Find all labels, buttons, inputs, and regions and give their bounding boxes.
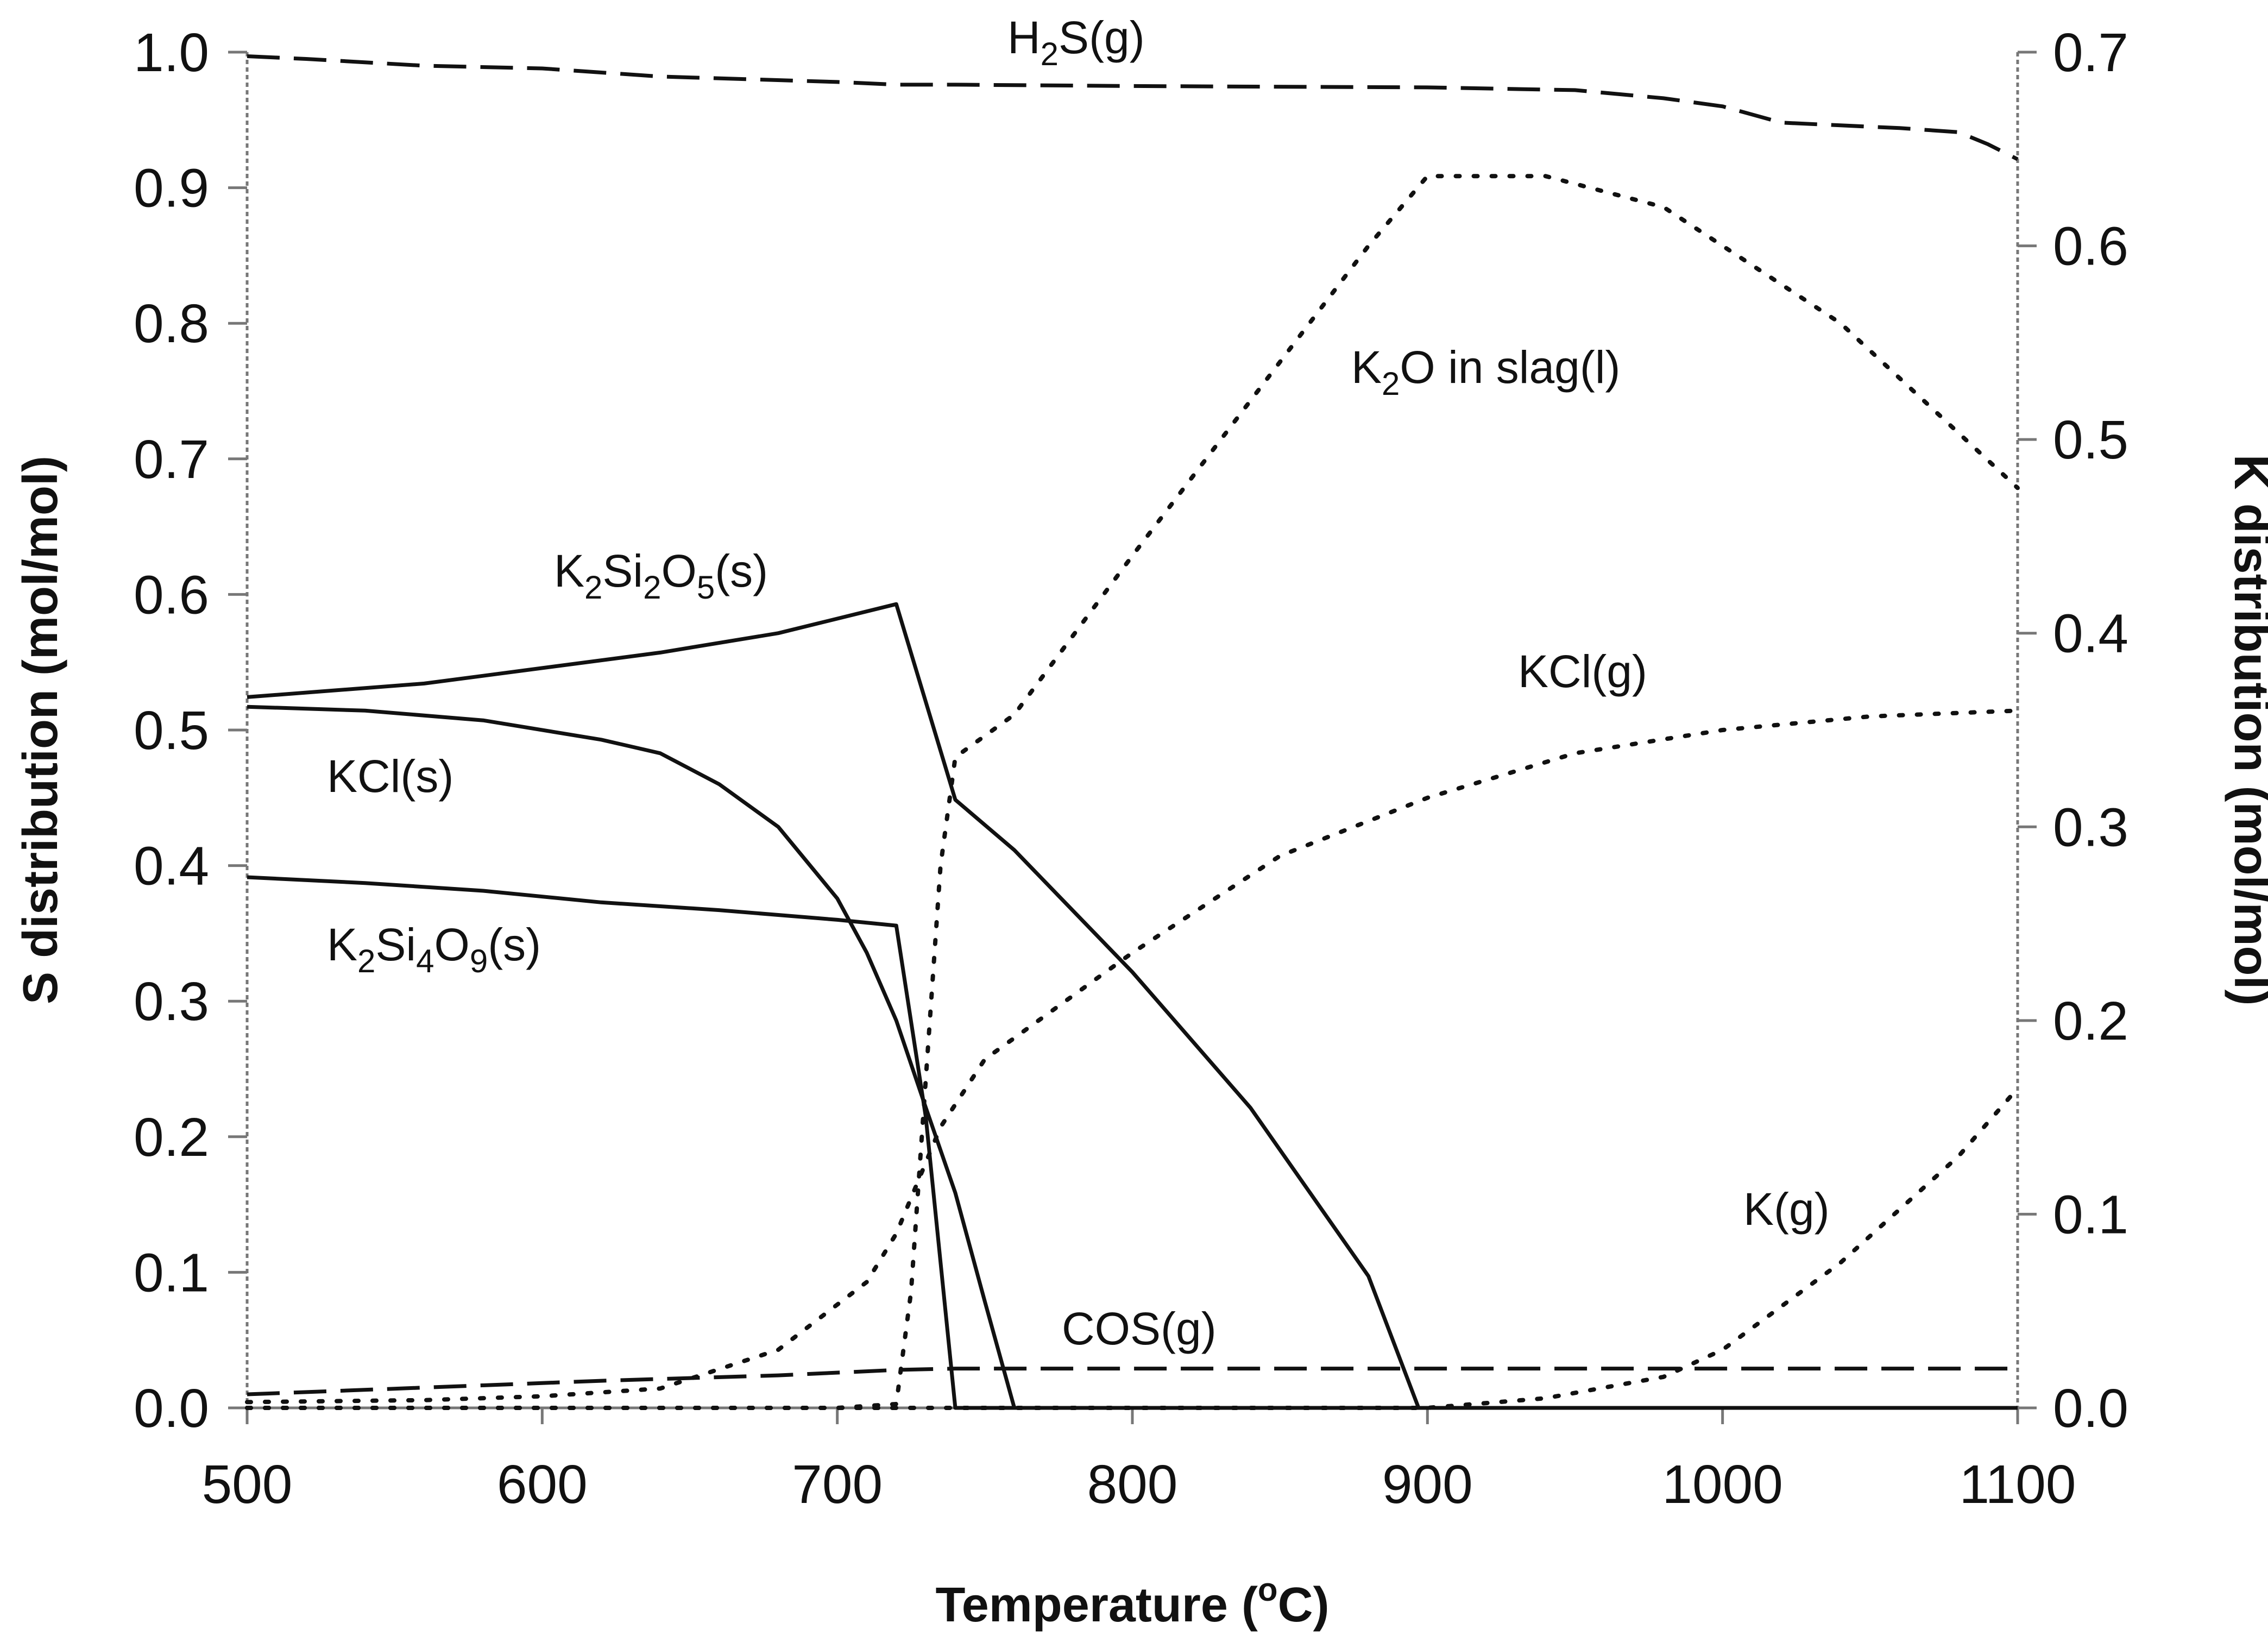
y-left-tick-label: 0.5 <box>134 700 209 761</box>
label-text: Si <box>375 919 416 970</box>
y-right-tick-label: 0.1 <box>2053 1184 2128 1245</box>
series-line-2 <box>247 602 2018 1410</box>
label-text: S(g) <box>1059 12 1145 63</box>
label-text: KCl(s) <box>327 751 453 802</box>
y-right-tick-label: 0.2 <box>2053 991 2128 1052</box>
y-right-axis-title: K distribution (mol/mol) <box>2224 455 2268 1006</box>
series-label: K2O in slag(l) <box>1351 342 1621 402</box>
y-left-tick-label: 0.1 <box>134 1242 209 1303</box>
label-subscript: 9 <box>470 943 488 979</box>
y-left-tick-label: 0.2 <box>134 1107 209 1168</box>
label-subscript: 2 <box>584 569 602 606</box>
series-label: COS(g) <box>1062 1303 1217 1354</box>
series-line-3 <box>247 704 2018 1410</box>
label-text: H <box>1007 12 1041 63</box>
series-label: K2Si4O9(s) <box>327 919 541 979</box>
y-left-tick-label: 0.3 <box>134 971 209 1032</box>
label-text: O in slag(l) <box>1400 342 1620 393</box>
degree-superscript: o <box>1258 1571 1278 1608</box>
y-right-tick-label: 0.4 <box>2053 603 2128 664</box>
y-left-tick-label: 0.4 <box>134 836 209 897</box>
label-subscript: 2 <box>357 943 375 979</box>
y-left-tick-label: 1.0 <box>134 22 209 83</box>
y-right-tick-label: 0.6 <box>2053 216 2128 277</box>
x-tick-label: 1100 <box>1959 1454 2076 1515</box>
x-axis-title: Temperature (oC) <box>935 1571 1329 1632</box>
y-left-tick-label: 0.8 <box>134 293 209 354</box>
series-layer <box>245 54 2020 1410</box>
label-subscript: 4 <box>416 943 434 979</box>
label-subscript: 2 <box>643 569 661 606</box>
y-right-tick-label: 0.5 <box>2053 410 2128 470</box>
label-subscript: 5 <box>697 569 715 606</box>
series-label: K2Si2O5(s) <box>554 545 768 606</box>
x-tick-label: 500 <box>202 1454 293 1515</box>
x-tick-label: 800 <box>1087 1454 1178 1515</box>
series-line-5 <box>245 174 2020 1410</box>
label-text: O <box>661 545 696 596</box>
label-subscript: 2 <box>1041 36 1059 72</box>
y-left-tick-label: 0.7 <box>134 429 209 490</box>
x-tick-label: 600 <box>497 1454 588 1515</box>
label-subscript: 2 <box>1382 366 1400 402</box>
y-left-tick-label: 0.0 <box>134 1378 209 1439</box>
series-label: KCl(g) <box>1518 646 1647 697</box>
x-tick-label: 900 <box>1382 1454 1473 1515</box>
series-line-7 <box>245 1086 2020 1410</box>
series-line-1 <box>247 1367 2018 1396</box>
y-right-tick-label: 0.3 <box>2053 797 2128 858</box>
series-label: K(g) <box>1743 1184 1830 1235</box>
y-left-axis-title: S distribution (mol/mol) <box>14 456 68 1004</box>
series-label: KCl(s) <box>327 751 453 802</box>
x-tick-label: 700 <box>792 1454 883 1515</box>
series-line-4 <box>247 875 2018 1410</box>
label-text: K <box>1351 342 1382 393</box>
x-tick-label: 1000 <box>1662 1454 1782 1515</box>
labels-layer: H2S(g)COS(g)K2Si2O5(s)KCl(s)K2Si4O9(s)K2… <box>327 12 1830 1354</box>
axes: 500 600 700 800 900 1000 1100 0.0 0.1 0.2 0.3 0.4 0.… <box>134 22 2128 1515</box>
label-text: K <box>554 545 584 596</box>
label-text: K(g) <box>1743 1184 1830 1235</box>
label-text: K <box>327 919 357 970</box>
x-axis-title-text: Temperature ( <box>935 1578 1258 1632</box>
y-right-tick-label: 0.0 <box>2053 1378 2128 1439</box>
label-text: (s) <box>715 545 768 596</box>
label-text: Si <box>602 545 643 596</box>
series-line-0 <box>247 54 2019 161</box>
series-line-6 <box>245 708 2020 1405</box>
x-axis-title-text: C) <box>1278 1578 1330 1632</box>
y-left-tick-label: 0.9 <box>134 158 209 219</box>
series-label: H2S(g) <box>1007 12 1145 72</box>
label-text: O <box>434 919 469 970</box>
y-left-tick-label: 0.6 <box>134 564 209 625</box>
label-text: KCl(g) <box>1518 646 1647 697</box>
label-text: COS(g) <box>1062 1303 1217 1354</box>
label-text: (s) <box>488 919 541 970</box>
y-right-tick-label: 0.7 <box>2053 22 2128 83</box>
